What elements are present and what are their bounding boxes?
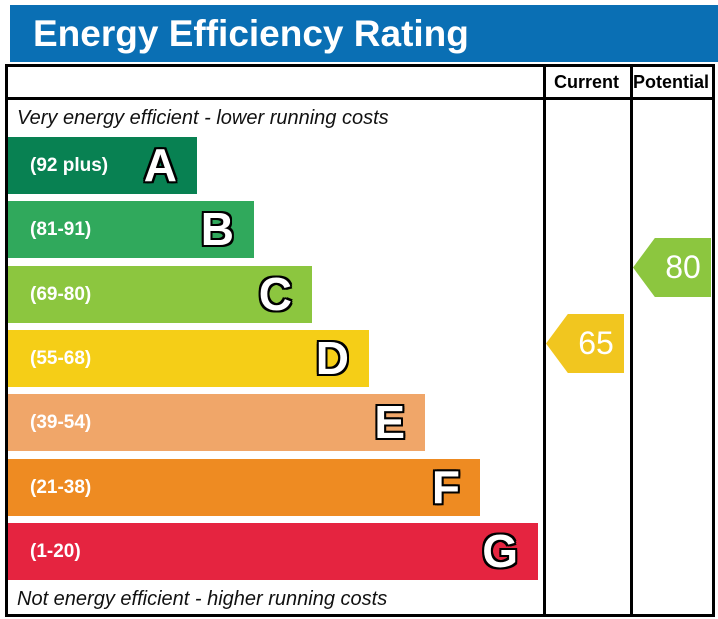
column-divider-bands-current — [543, 67, 546, 614]
band-row-e: (39-54) E — [8, 394, 425, 451]
caption-not-efficient: Not energy efficient - higher running co… — [17, 588, 388, 610]
current-rating-value: 65 — [578, 325, 614, 361]
chart-title-banner: Energy Efficiency Rating — [10, 5, 718, 62]
band-letter: B — [200, 203, 234, 255]
band-letter: D — [315, 332, 349, 384]
band-letter: F — [431, 461, 460, 513]
potential-rating-value: 80 — [665, 249, 701, 285]
band-range-label: (39-54) — [30, 411, 92, 433]
caption-very-efficient: Very energy efficient - lower running co… — [17, 107, 389, 129]
band-row-a: (92 plus) A — [8, 137, 197, 194]
rating-table: Current Potential Very energy efficient … — [5, 64, 715, 617]
potential-rating-arrow: 80 — [633, 238, 711, 297]
band-range-label: (1-20) — [30, 540, 81, 562]
band-letter: A — [143, 139, 177, 191]
chart-title: Energy Efficiency Rating — [33, 12, 469, 54]
band-row-d: (55-68) D — [8, 330, 369, 387]
band-letter: G — [482, 525, 518, 577]
band-letter: E — [374, 396, 405, 448]
band-range-label: (92 plus) — [30, 154, 109, 176]
band-row-b: (81-91) B — [8, 201, 254, 258]
column-divider-current-potential — [630, 67, 633, 614]
band-letter: C — [258, 268, 292, 320]
band-row-f: (21-38) F — [8, 459, 480, 516]
column-header-potential: Potential — [632, 72, 709, 92]
band-range-label: (69-80) — [30, 283, 92, 305]
band-range-label: (21-38) — [30, 476, 92, 498]
current-rating-arrow: 65 — [546, 314, 624, 373]
header-row-divider — [8, 97, 712, 100]
column-header-current: Current — [553, 72, 619, 92]
band-row-g: (1-20) G — [8, 523, 538, 580]
band-row-c: (69-80) C — [8, 266, 312, 323]
band-range-label: (55-68) — [30, 347, 92, 369]
band-range-label: (81-91) — [30, 218, 92, 240]
